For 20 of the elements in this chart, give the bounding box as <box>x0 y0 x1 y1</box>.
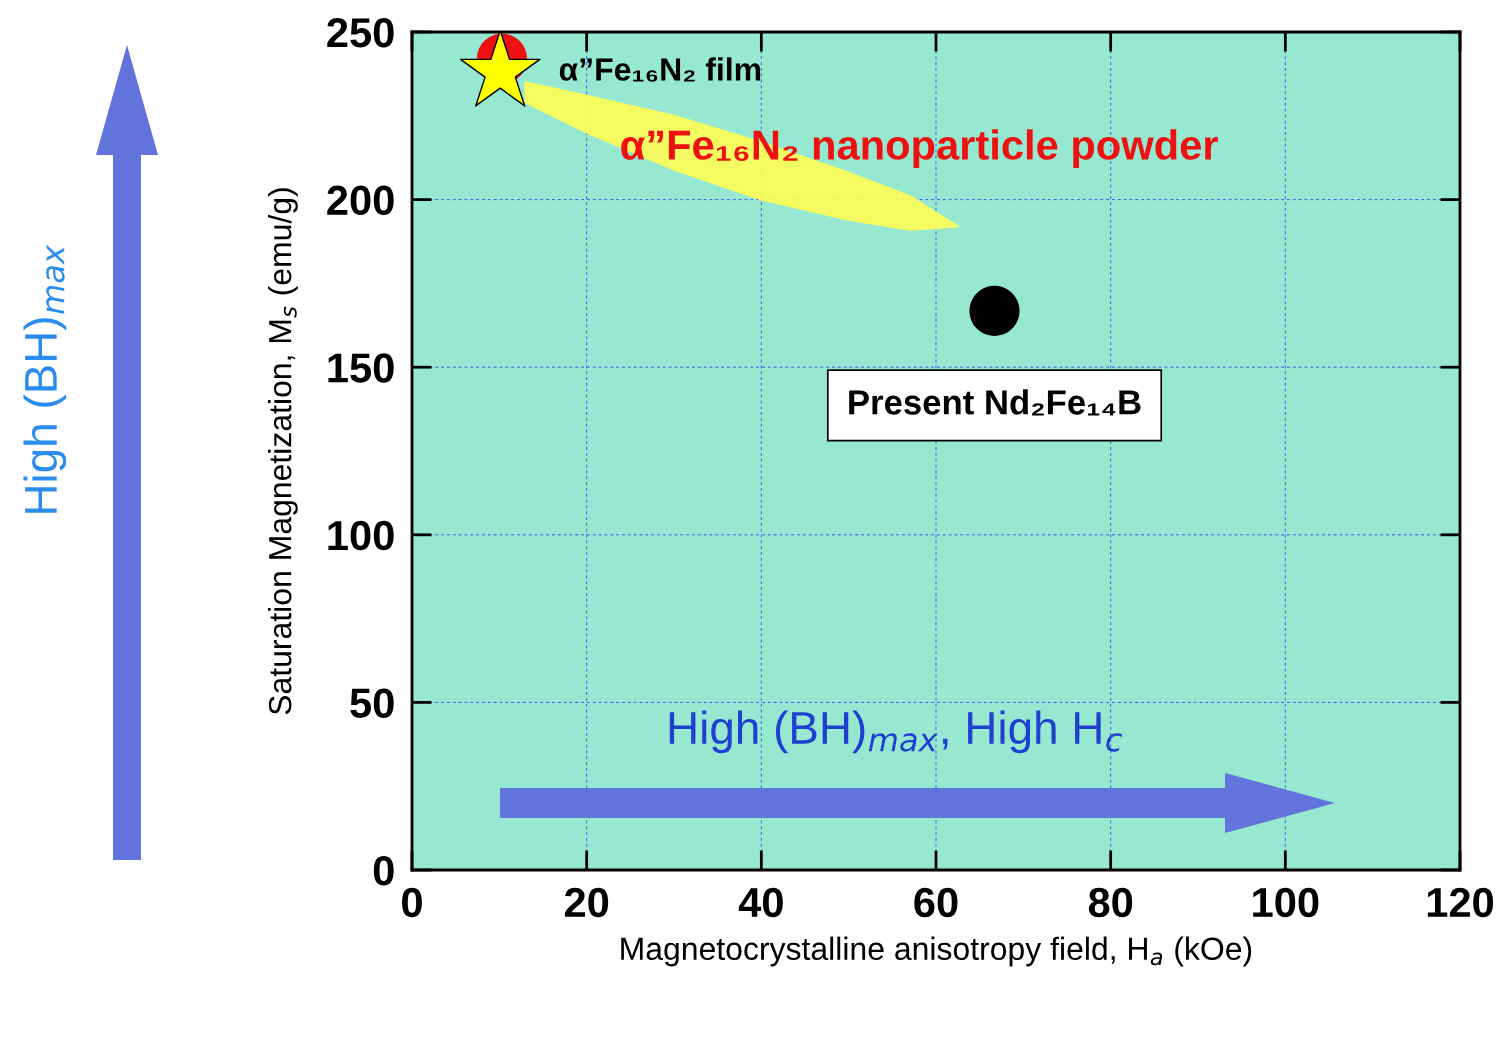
y-tick-label: 150 <box>328 353 394 383</box>
x-tick-label: 0 <box>402 887 422 918</box>
y-tick-label: 200 <box>327 185 394 216</box>
y-tick-label: 0 <box>373 856 394 886</box>
x-tick-label: 80 <box>1088 887 1133 918</box>
x-tick-label: 100 <box>1253 887 1319 918</box>
y-axis-title: Saturation Magnetization, M$_{s}$ (emu/g) <box>268 188 298 715</box>
y-tick-label: 250 <box>327 18 394 48</box>
x-tick-label: 120 <box>1427 887 1494 918</box>
y-tick-label: 50 <box>350 688 394 718</box>
annotation: High (BH)$_{max}$, High H$_{c}$ <box>669 710 1123 754</box>
annotation: α”Fe₁₆N₂ nanoparticle powder <box>621 129 1218 169</box>
x-axis-title: Magnetocrystalline anisotropy field, H$_{a}$ (kOe) <box>621 936 1252 967</box>
y-tick-label: 100 <box>328 520 394 551</box>
x-tick-label: 40 <box>738 887 783 918</box>
x-tick-label: 60 <box>914 887 958 918</box>
annotation: α”Fe₁₆N₂ film <box>559 57 761 82</box>
x-tick-label: 20 <box>564 887 609 918</box>
text: High (BH)$_{max}$ <box>23 244 67 513</box>
annotation: Present Nd₂Fe₁₄B <box>849 389 1141 416</box>
